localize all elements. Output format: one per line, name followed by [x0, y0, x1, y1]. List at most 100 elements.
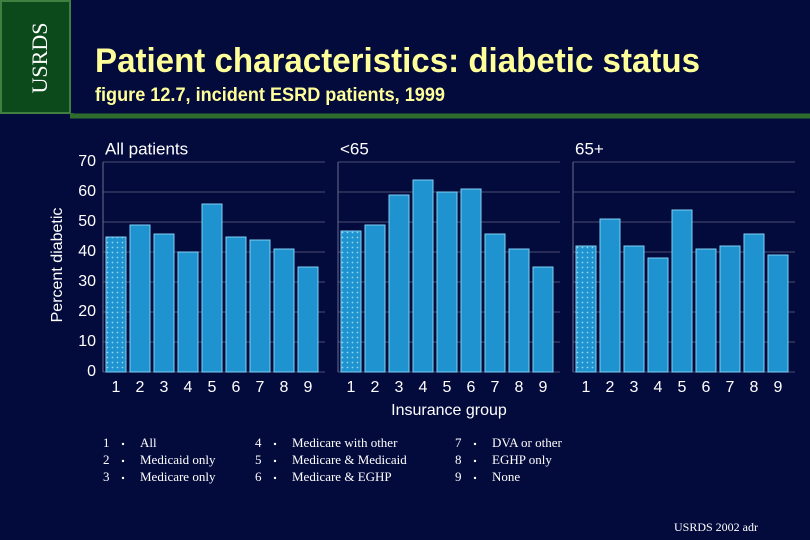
bar [129, 224, 151, 373]
x-tick-label: 7 [256, 379, 265, 396]
x-tick-label: 1 [582, 379, 591, 396]
y-tick-label: 40 [78, 243, 96, 260]
logo-text: USRDS [27, 23, 52, 94]
bar [201, 203, 223, 373]
bar [364, 224, 386, 373]
bar [249, 239, 271, 373]
bar [671, 209, 693, 373]
bar [599, 218, 621, 373]
legend-code: 3 [103, 469, 110, 484]
legend-dot [473, 459, 477, 463]
bar [719, 245, 741, 373]
x-axis-label: Insurance group [391, 402, 507, 419]
bar [177, 251, 199, 373]
legend-label: None [492, 469, 520, 484]
legend-code: 2 [103, 452, 110, 467]
panel-title: <65 [340, 139, 369, 158]
x-tick-label: 6 [467, 379, 476, 396]
legend-dot [473, 476, 477, 480]
x-tick-label: 5 [678, 379, 687, 396]
legend-code: 6 [255, 469, 262, 484]
x-tick-label: 6 [702, 379, 711, 396]
plots: 0 10 20 30 40 50 60 70 All patients Percent diabe… [49, 139, 795, 419]
x-tick-label: 8 [280, 379, 289, 396]
bar [436, 191, 458, 373]
footer: USRDS 2002 adr [674, 520, 758, 534]
title: Patient characteristics: diabetic status [95, 42, 700, 80]
y-tick-label: 50 [78, 213, 96, 230]
x-tick-label: 5 [208, 379, 217, 396]
legend-label: Medicare only [140, 469, 216, 484]
panel-title: 65+ [575, 139, 604, 158]
y-axis-label: Percent diabetic [49, 208, 66, 323]
legend: 1 All 2 Medicaid only 3 Medicare only 4 Medicar… [103, 435, 562, 484]
x-tick-label: 4 [184, 379, 193, 396]
bar [532, 266, 554, 373]
legend-dot [273, 476, 277, 480]
x-tick-label: 7 [726, 379, 735, 396]
legend-dot [273, 442, 277, 446]
x-tick-label: 1 [112, 379, 121, 396]
legend-label: All [140, 435, 157, 450]
x-tick-label: 3 [395, 379, 404, 396]
bar [767, 254, 789, 373]
x-tick-label: 7 [491, 379, 500, 396]
bar [484, 233, 506, 373]
bar [105, 236, 127, 373]
bar [623, 245, 645, 373]
y-tick-label: 70 [78, 153, 96, 170]
panel-title: All patients [105, 139, 188, 158]
legend-code: 5 [255, 452, 262, 467]
legend-label: Medicare & EGHP [292, 469, 392, 484]
legend-code: 9 [455, 469, 462, 484]
x-tick-label: 6 [232, 379, 241, 396]
x-tick-label: 8 [750, 379, 759, 396]
bar [695, 248, 717, 373]
x-tick-label: 8 [515, 379, 524, 396]
legend-dot [473, 442, 477, 446]
x-tick-label: 1 [347, 379, 356, 396]
legend-dot [121, 476, 125, 480]
bar [412, 179, 434, 373]
bar [743, 233, 765, 373]
y-tick-label: 20 [78, 303, 96, 320]
y-tick-label: 10 [78, 333, 96, 350]
x-tick-label: 5 [443, 379, 452, 396]
bar [153, 233, 175, 373]
y-tick-label: 30 [78, 273, 96, 290]
logo-box [0, 0, 71, 114]
x-tick-label: 4 [419, 379, 428, 396]
legend-label: Medicaid only [140, 452, 216, 467]
bar [225, 236, 247, 373]
legend-label: DVA or other [492, 435, 562, 450]
bar [273, 248, 295, 373]
bar [340, 230, 362, 373]
subtitle: figure 12.7, incident ESRD patients, 199… [95, 85, 445, 106]
x-tick-label: 9 [539, 379, 548, 396]
bar [297, 266, 319, 373]
legend-code: 4 [255, 435, 262, 450]
x-tick-label: 2 [371, 379, 380, 396]
legend-dot [121, 442, 125, 446]
x-tick-label: 2 [136, 379, 145, 396]
legend-label: EGHP only [492, 452, 552, 467]
y-tick-label: 60 [78, 183, 96, 200]
x-tick-label: 2 [606, 379, 615, 396]
legend-code: 7 [455, 435, 462, 450]
legend-label: Medicare & Medicaid [292, 452, 407, 467]
bar [460, 188, 482, 373]
legend-code: 8 [455, 452, 462, 467]
bar [575, 245, 597, 373]
bar [508, 248, 530, 373]
bar [647, 257, 669, 373]
legend-dot [273, 459, 277, 463]
x-tick-label: 9 [304, 379, 313, 396]
x-tick-label: 3 [630, 379, 639, 396]
x-tick-label: 9 [774, 379, 783, 396]
legend-code: 1 [103, 435, 110, 450]
legend-label: Medicare with other [292, 435, 398, 450]
y-tick-label: 0 [87, 363, 96, 380]
x-tick-label: 4 [654, 379, 663, 396]
